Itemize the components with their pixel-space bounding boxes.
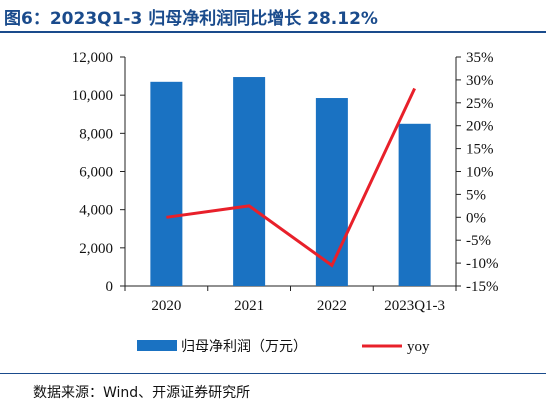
- figure-title: 图6：2023Q1-3 归母净利润同比增长 28.12%: [4, 9, 378, 29]
- bar: [315, 98, 348, 286]
- bar: [150, 81, 183, 286]
- right-tick-label: -10%: [466, 256, 499, 272]
- right-tick-label: 15%: [466, 142, 494, 158]
- source-note: 数据来源：Wind、开源证券研究所: [33, 385, 251, 401]
- legend: 归母净利润（万元） yoy: [137, 338, 430, 355]
- tick-labels: 0 2,000 4,000 6,000 8,000 10,000 12,000 -15% -10…: [72, 50, 499, 314]
- legend-label-line: yoy: [407, 339, 430, 355]
- bar: [398, 123, 431, 287]
- left-tick-label: 4,000: [79, 203, 113, 219]
- left-tick-label: 12,000: [72, 50, 113, 66]
- bar: [233, 77, 266, 286]
- yoy-line: [166, 87, 416, 268]
- left-tick-label: 2,000: [79, 241, 113, 257]
- right-tick-label: 20%: [466, 119, 494, 135]
- line-series: [166, 87, 416, 268]
- x-tick-label: 2020: [151, 298, 181, 314]
- left-tick-label: 10,000: [72, 88, 113, 104]
- left-tick-label: 6,000: [79, 165, 113, 181]
- left-tick-label: 0: [106, 279, 114, 295]
- legend-swatch-bar: [137, 340, 177, 351]
- right-tick-label: -5%: [466, 233, 491, 249]
- right-tick-label: 30%: [466, 73, 494, 89]
- x-tick-label: 2021: [234, 298, 264, 314]
- right-tick-label: 10%: [466, 165, 494, 181]
- left-tick-label: 8,000: [79, 126, 113, 142]
- title-divider: [0, 31, 546, 33]
- x-tick-label: 2023Q1-3: [384, 298, 445, 314]
- footer-divider: [0, 373, 546, 374]
- right-tick-label: 35%: [466, 50, 494, 66]
- bar-line-chart: 0 2,000 4,000 6,000 8,000 10,000 12,000 -15% -10…: [72, 50, 499, 355]
- legend-label-bar: 归母净利润（万元）: [181, 338, 307, 355]
- right-tick-label: -15%: [466, 279, 499, 295]
- bar-series: [150, 77, 431, 287]
- right-tick-label: 5%: [466, 187, 486, 203]
- right-tick-label: 0%: [466, 210, 486, 226]
- right-tick-label: 25%: [466, 96, 494, 112]
- x-tick-label: 2022: [317, 298, 347, 314]
